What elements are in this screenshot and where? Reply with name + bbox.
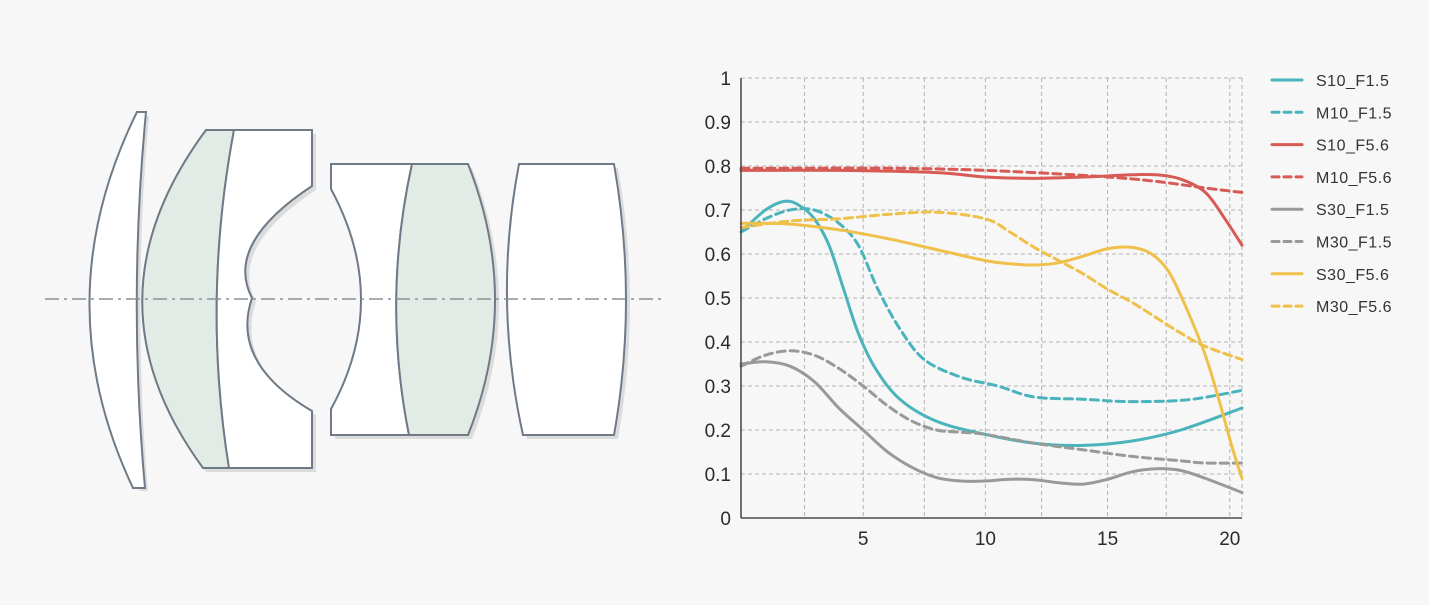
chart-frame — [740, 78, 1242, 519]
legend-label: S10_F5.6 — [1316, 138, 1389, 155]
lens-element-5 — [395, 163, 496, 436]
series-line-M30_F5.6 — [739, 210, 1244, 362]
series-line-M10_F1.5 — [739, 207, 1244, 404]
legend-label: M30_F5.6 — [1316, 299, 1392, 316]
legend-label: S30_F1.5 — [1316, 202, 1389, 219]
lens-element-3 — [215, 129, 313, 469]
y-tick-label: 0.2 — [705, 421, 731, 442]
legend-label: S30_F5.6 — [1316, 267, 1389, 284]
x-tick-label: 5 — [858, 529, 869, 550]
y-tick-label: 0 — [720, 509, 731, 530]
lens-element-1 — [88, 111, 148, 489]
series-line-M30_F1.5 — [739, 349, 1244, 465]
y-tick-label: 0.7 — [705, 201, 731, 222]
legend-label: M30_F1.5 — [1316, 235, 1392, 252]
x-tick-label: 20 — [1219, 529, 1240, 550]
series-line-S10_F1.5 — [739, 199, 1244, 447]
legend-label: M10_F5.6 — [1316, 170, 1392, 187]
series-line-M10_F5.6 — [739, 166, 1244, 194]
y-tick-label: 1 — [720, 69, 731, 90]
x-tick-label: 10 — [975, 529, 996, 550]
series-line-S10_F5.6 — [739, 168, 1244, 247]
series-lines — [739, 166, 1244, 494]
grid — [741, 77, 1243, 518]
series-line-S30_F5.6 — [739, 221, 1244, 480]
series-line-S30_F1.5 — [739, 360, 1244, 494]
legend: S10_F1.5 M10_F1.5 S10_F5.6 M10_F5.6 S30_F1.5… — [1270, 73, 1392, 316]
legend-label: M10_F1.5 — [1316, 105, 1392, 122]
y-tick-label: 0.8 — [705, 157, 731, 178]
x-axis-ticks: 5 10 15 20 — [858, 529, 1240, 550]
y-tick-label: 0.1 — [705, 465, 731, 486]
y-tick-label: 0.5 — [705, 289, 731, 310]
y-tick-label: 0.9 — [705, 113, 731, 134]
legend-label: S10_F1.5 — [1316, 73, 1389, 90]
y-tick-label: 0.3 — [705, 377, 731, 398]
lens-diagram — [45, 111, 663, 491]
y-tick-label: 0.6 — [705, 245, 731, 266]
x-tick-label: 15 — [1097, 529, 1118, 550]
y-tick-label: 0.4 — [705, 333, 732, 354]
mtf-chart: 0 0.1 0.2 0.3 0.4 0.5 0.6 0.7 0.8 0.9 1 5 10 15 20 — [705, 69, 1244, 550]
y-axis-ticks: 0 0.1 0.2 0.3 0.4 0.5 0.6 0.7 0.8 0.9 1 — [705, 69, 732, 530]
